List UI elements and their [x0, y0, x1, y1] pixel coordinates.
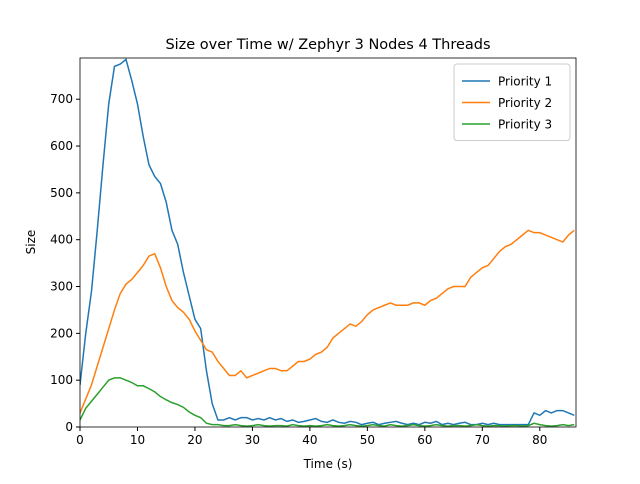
y-tick-label: 600	[50, 139, 73, 153]
legend-label: Priority 1	[498, 75, 552, 89]
x-tick-label: 60	[417, 433, 432, 447]
y-tick-label: 300	[50, 280, 73, 294]
y-tick-label: 400	[50, 233, 73, 247]
x-tick-label: 80	[532, 433, 547, 447]
y-axis-label: Size	[24, 230, 38, 255]
y-tick-label: 100	[50, 373, 73, 387]
x-axis-label: Time (s)	[303, 457, 353, 471]
legend-box	[453, 63, 571, 141]
x-tick-label: 20	[187, 433, 202, 447]
legend-label: Priority 3	[498, 118, 552, 132]
x-tick-label: 30	[245, 433, 260, 447]
y-tick-label: 0	[65, 420, 73, 434]
chart-title: Size over Time w/ Zephyr 3 Nodes 4 Threa…	[165, 37, 490, 53]
y-tick-label: 200	[50, 326, 73, 340]
legend-label: Priority 2	[498, 96, 552, 110]
x-tick-label: 0	[76, 433, 84, 447]
series-line	[80, 377, 575, 427]
y-tick-label: 700	[50, 92, 73, 106]
x-tick-label: 10	[130, 433, 145, 447]
x-tick-label: 50	[360, 433, 375, 447]
series-line	[80, 229, 575, 414]
series-line	[80, 58, 575, 426]
plot-frame	[79, 57, 577, 428]
x-tick-label: 70	[475, 433, 490, 447]
x-tick-label: 40	[302, 433, 317, 447]
y-tick-label: 500	[50, 186, 73, 200]
